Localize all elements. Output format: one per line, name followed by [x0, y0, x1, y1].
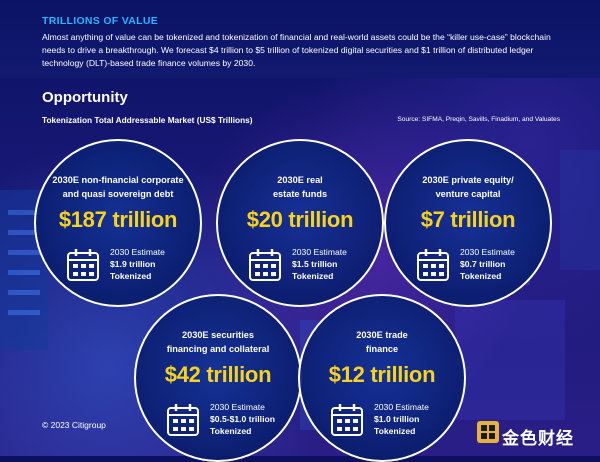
circle-market-value: $12 trillion: [328, 362, 436, 387]
header-band: [0, 0, 600, 78]
estimate-block: 2030 Estimate $1.9 trillion Tokenized: [66, 247, 196, 287]
estimate-block: 2030 Estimate $0.7 trillion Tokenized: [416, 247, 546, 287]
estimate-label: 2030 Estimate: [292, 247, 347, 257]
opportunity-heading: Opportunity: [42, 89, 128, 106]
circle-label-line: 2030E private equity/: [422, 175, 514, 185]
circle-label-line: venture capital: [435, 189, 501, 199]
estimate-value: $1.9 trillion: [110, 259, 156, 269]
circle-label: 2030E securities financing and collatera…: [136, 328, 300, 356]
circle-label: 2030E real estate funds: [218, 173, 382, 201]
estimate-block: 2030 Estimate $0.5-$1.0 trillion Tokeniz…: [166, 402, 296, 442]
market-circle-private-equity: 2030E private equity/ venture capital $7…: [384, 139, 552, 307]
circle-label-line: financing and collateral: [166, 344, 270, 354]
market-circle-securities-financing: 2030E securities financing and collatera…: [134, 294, 302, 462]
market-circle-corporate-debt: 2030E non-financial corporate and quasi …: [34, 139, 202, 307]
circle-label-line: 2030E securities: [181, 330, 255, 340]
estimate-value: $0.5-$1.0 trillion: [210, 414, 275, 424]
estimate-value: $0.7 trillion: [460, 259, 506, 269]
estimate-suffix: Tokenized: [292, 271, 334, 281]
estimate-suffix: Tokenized: [374, 426, 416, 436]
circle-label-line: finance: [365, 344, 399, 354]
circle-market-value: $7 trillion: [420, 207, 516, 232]
market-circle-real-estate: 2030E real estate funds $20 trillion 203…: [216, 139, 384, 307]
circle-market-value: $42 trillion: [164, 362, 272, 387]
jinse-logo-icon: [477, 421, 499, 443]
estimate-suffix: Tokenized: [460, 271, 502, 281]
estimate-value: $1.0 trillion: [374, 414, 420, 424]
circle-label-line: 2030E non-financial corporate: [52, 175, 184, 185]
estimate-label: 2030 Estimate: [110, 247, 165, 257]
estimate-suffix: Tokenized: [210, 426, 252, 436]
circle-label: 2030E private equity/ venture capital: [386, 173, 550, 201]
estimate-label: 2030 Estimate: [210, 402, 265, 412]
section-label: TRILLIONS OF VALUE: [42, 15, 159, 27]
jinse-watermark: 金色财经: [476, 420, 596, 449]
circle-label-line: and quasi sovereign debt: [62, 189, 174, 199]
estimate-block: 2030 Estimate $1.5 trillion Tokenized: [248, 247, 378, 287]
calendar-icon: [249, 249, 281, 281]
calendar-icon: [67, 249, 99, 281]
intro-paragraph: Almost anything of value can be tokenize…: [42, 32, 551, 68]
circle-label: 2030E trade finance: [300, 328, 464, 356]
calendar-icon: [417, 249, 449, 281]
chart-title: Tokenization Total Addressable Market (U…: [42, 115, 253, 125]
calendar-icon: [167, 404, 199, 436]
estimate-label: 2030 Estimate: [374, 402, 429, 412]
circle-label-line: estate funds: [272, 189, 328, 199]
estimate-label: 2030 Estimate: [460, 247, 515, 257]
source-note: Source: SIFMA, Preqin, Savills, Finadium…: [397, 116, 560, 123]
calendar-icon: [331, 404, 363, 436]
estimate-suffix: Tokenized: [110, 271, 152, 281]
circle-label: 2030E non-financial corporate and quasi …: [36, 173, 200, 201]
estimate-value: $1.5 trillion: [292, 259, 338, 269]
market-circle-trade-finance: 2030E trade finance $12 trillion 2030 Es…: [298, 294, 466, 462]
circle-label-line: 2030E trade: [356, 330, 408, 340]
circle-market-value: $187 trillion: [58, 207, 178, 232]
circle-market-value: $20 trillion: [246, 207, 354, 232]
circle-label-line: 2030E real: [277, 175, 323, 185]
copyright-notice: © 2023 Citigroup: [42, 420, 106, 430]
estimate-block: 2030 Estimate $1.0 trillion Tokenized: [330, 402, 460, 442]
watermark-text: 金色财经: [502, 429, 574, 449]
